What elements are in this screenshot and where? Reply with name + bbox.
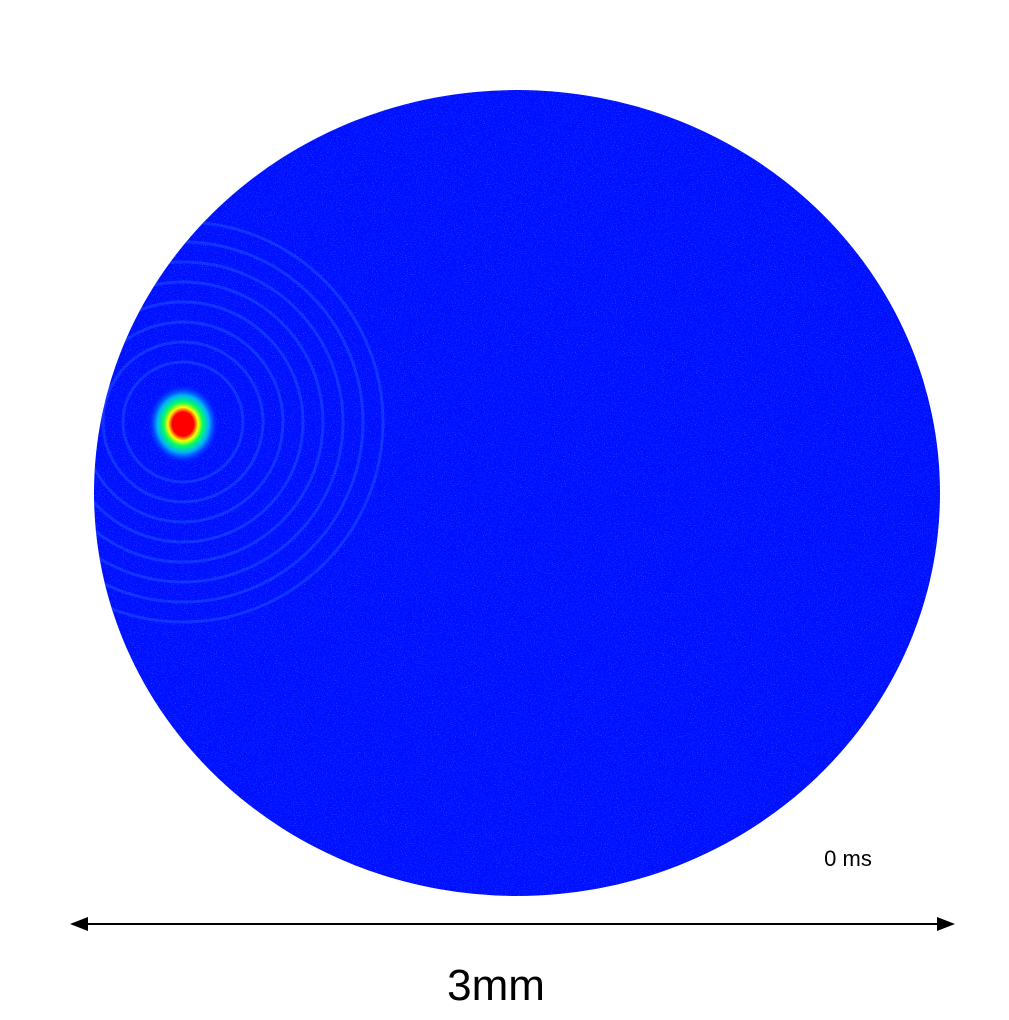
time-label: 0 ms [824,846,872,871]
scale-label: 3mm [447,961,545,1010]
arrow-head-right [937,917,955,931]
hot-spot [147,384,219,464]
arrow-head-left [70,917,88,931]
sample-disk [0,85,945,900]
figure: 0 ms 3mm [0,0,1009,1020]
page: 0 ms 3mm (() => { const data = JSON.pars… [0,0,1009,1020]
